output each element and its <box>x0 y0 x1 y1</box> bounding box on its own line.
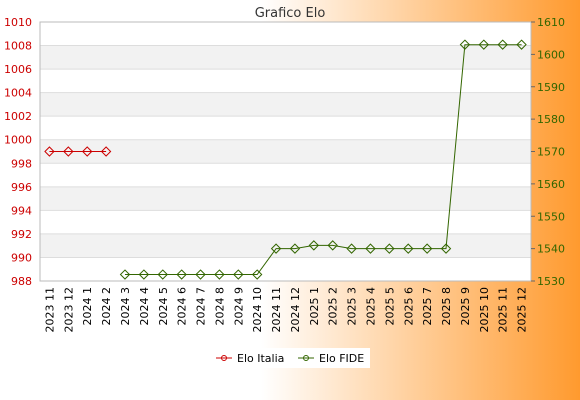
x-tick-label: 2025 12 <box>516 287 529 333</box>
y-left-tick-label: 992 <box>11 228 32 241</box>
data-point-elo-italia <box>82 146 93 157</box>
data-point-elo-fide <box>421 243 433 254</box>
legend-fide-marker <box>303 355 309 361</box>
y-right-tick-label: 1540 <box>537 243 565 256</box>
grid-band <box>40 186 531 211</box>
x-tick-label: 2025 2 <box>327 287 340 326</box>
data-point-elo-fide <box>176 269 187 280</box>
data-point-elo-fide <box>119 269 131 280</box>
y-left-tick-label: 1008 <box>4 40 32 53</box>
data-point-elo-fide <box>233 269 244 280</box>
data-point-elo-fide <box>289 243 301 254</box>
data-point-elo-italia <box>100 146 112 157</box>
x-tick-label: 2024 7 <box>195 287 208 326</box>
data-point-elo-fide <box>327 240 338 251</box>
data-point-elo-fide <box>459 39 471 50</box>
legend-fide-label: Elo FIDE <box>319 352 364 365</box>
y-left-tick-label: 1010 <box>4 16 32 29</box>
y-left-tick-label: 1000 <box>4 134 32 147</box>
x-tick-label: 2024 1 <box>81 287 94 326</box>
x-tick-label: 2025 1 <box>308 287 321 326</box>
grid-band <box>40 45 531 70</box>
data-point-elo-italia <box>44 146 55 157</box>
data-point-elo-fide <box>195 269 206 280</box>
x-tick-label: 2024 4 <box>138 287 151 326</box>
x-tick-label: 2024 8 <box>213 287 226 326</box>
x-tick-label: 2024 11 <box>270 287 283 333</box>
y-left-tick-label: 988 <box>11 275 32 288</box>
data-point-elo-fide <box>251 269 263 280</box>
y-right-tick-label: 1530 <box>537 275 565 288</box>
data-point-elo-fide <box>270 243 282 254</box>
y-left-tick-label: 990 <box>11 251 32 264</box>
legend: Elo Italia Elo FIDE <box>212 348 370 368</box>
x-tick-label: 2025 5 <box>383 287 396 326</box>
x-tick-label: 2024 10 <box>251 287 264 333</box>
data-point-elo-italia <box>63 146 74 157</box>
y-right-tick-label: 1610 <box>537 16 565 29</box>
data-point-elo-fide <box>214 269 225 280</box>
data-point-elo-fide <box>440 243 452 254</box>
y-right-tick-label: 1590 <box>537 81 565 94</box>
x-tick-label: 2024 5 <box>157 287 170 326</box>
y-right-tick-label: 1600 <box>537 48 565 61</box>
x-tick-label: 2025 9 <box>459 287 472 326</box>
y-left-tick-label: 1006 <box>4 63 32 76</box>
y-left-tick-label: 998 <box>11 157 32 170</box>
data-point-elo-fide <box>403 243 414 254</box>
y-right-tick-label: 1570 <box>537 146 565 159</box>
x-tick-label: 2025 6 <box>402 287 415 326</box>
data-point-elo-fide <box>346 243 357 254</box>
legend-box <box>212 348 370 368</box>
y-right-tick-label: 1550 <box>537 210 565 223</box>
x-tick-label: 2024 9 <box>232 287 245 326</box>
x-tick-label: 2025 10 <box>478 287 491 333</box>
y-right-tick-label: 1560 <box>537 178 565 191</box>
x-tick-label: 2025 8 <box>440 287 453 326</box>
y-left-tick-label: 994 <box>11 204 32 217</box>
data-point-elo-fide <box>516 39 527 50</box>
y-left-tick-label: 996 <box>11 181 32 194</box>
data-point-elo-fide <box>308 240 320 251</box>
x-tick-label: 2025 7 <box>421 287 434 326</box>
grid-band <box>40 139 531 164</box>
x-tick-label: 2024 2 <box>100 287 113 326</box>
x-tick-label: 2024 12 <box>289 287 302 333</box>
data-point-elo-fide <box>138 269 150 280</box>
data-point-elo-fide <box>384 243 395 254</box>
data-point-elo-fide <box>157 269 168 280</box>
legend-italia-label: Elo Italia <box>237 352 284 365</box>
x-tick-label: 2025 3 <box>346 287 359 326</box>
chart-title: Grafico Elo <box>255 6 326 21</box>
x-tick-label: 2023 11 <box>43 287 56 333</box>
data-point-elo-fide <box>497 39 508 50</box>
grid-band <box>40 233 531 258</box>
y-right-tick-label: 1580 <box>537 113 565 126</box>
x-tick-label: 2024 6 <box>176 287 189 326</box>
data-point-elo-fide <box>365 243 376 254</box>
y-left-tick-label: 1004 <box>4 87 32 100</box>
x-tick-label: 2025 4 <box>364 287 377 326</box>
legend-italia-marker <box>221 355 227 361</box>
x-tick-label: 2024 3 <box>119 287 132 326</box>
x-tick-label: 2023 12 <box>62 287 75 333</box>
data-point-elo-fide <box>478 39 489 50</box>
grid-band <box>40 92 531 117</box>
y-left-tick-label: 1002 <box>4 110 32 123</box>
x-tick-label: 2025 11 <box>497 287 510 333</box>
series-line-elo-fide <box>125 44 522 275</box>
